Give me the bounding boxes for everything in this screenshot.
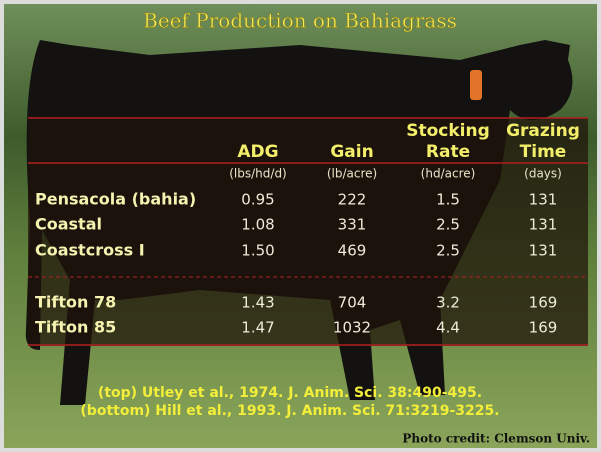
cell-value: 1.5 <box>436 191 460 209</box>
table-panel <box>28 118 588 346</box>
cell-value: 331 <box>338 216 367 234</box>
cell-value: 2.5 <box>436 216 460 234</box>
cell-value: 169 <box>529 294 558 312</box>
row-label: Coastcross I <box>35 241 145 260</box>
cell-value: 1.08 <box>241 216 274 234</box>
column-header: Stocking <box>406 121 490 141</box>
cell-value: 3.2 <box>436 294 460 312</box>
column-header: Rate <box>426 142 470 162</box>
cell-value: 222 <box>338 191 367 209</box>
cell-value: 1.43 <box>241 294 274 312</box>
row-label: Tifton 85 <box>35 318 116 337</box>
cell-value: 1.50 <box>241 242 274 260</box>
title: Beef Production on Bahiagrass <box>143 9 457 33</box>
row-label: Coastal <box>35 215 102 234</box>
ear-tag <box>470 70 482 100</box>
row-label: Pensacola (bahia) <box>35 190 196 209</box>
column-header: Grazing <box>506 121 580 141</box>
cell-value: 704 <box>338 294 367 312</box>
citation: (top) Utley et al., 1974. J. Anim. Sci. … <box>98 385 482 401</box>
unit-label: (lbs/hd/d) <box>229 167 287 181</box>
cell-value: 1.47 <box>241 319 274 337</box>
cell-value: 131 <box>529 191 558 209</box>
row-label: Tifton 78 <box>35 293 116 312</box>
cell-value: 0.95 <box>241 191 274 209</box>
page: Beef Production on Bahiagrass (top) Utle… <box>0 0 601 452</box>
slide: Beef Production on Bahiagrass (top) Utle… <box>0 0 601 452</box>
unit-label: (lb/acre) <box>327 167 377 181</box>
cell-value: 131 <box>529 216 558 234</box>
cell-value: 1032 <box>333 319 371 337</box>
photo-credit: Photo credit: Clemson Univ. <box>402 432 590 446</box>
cell-value: 4.4 <box>436 319 460 337</box>
column-header: Gain <box>330 142 373 162</box>
unit-label: (hd/acre) <box>421 167 476 181</box>
cell-value: 169 <box>529 319 558 337</box>
cell-value: 131 <box>529 242 558 260</box>
cell-value: 469 <box>338 242 367 260</box>
column-header: Time <box>520 142 567 162</box>
cell-value: 2.5 <box>436 242 460 260</box>
column-header: ADG <box>237 142 278 162</box>
unit-label: (days) <box>524 167 562 181</box>
citation: (bottom) Hill et al., 1993. J. Anim. Sci… <box>80 403 499 419</box>
